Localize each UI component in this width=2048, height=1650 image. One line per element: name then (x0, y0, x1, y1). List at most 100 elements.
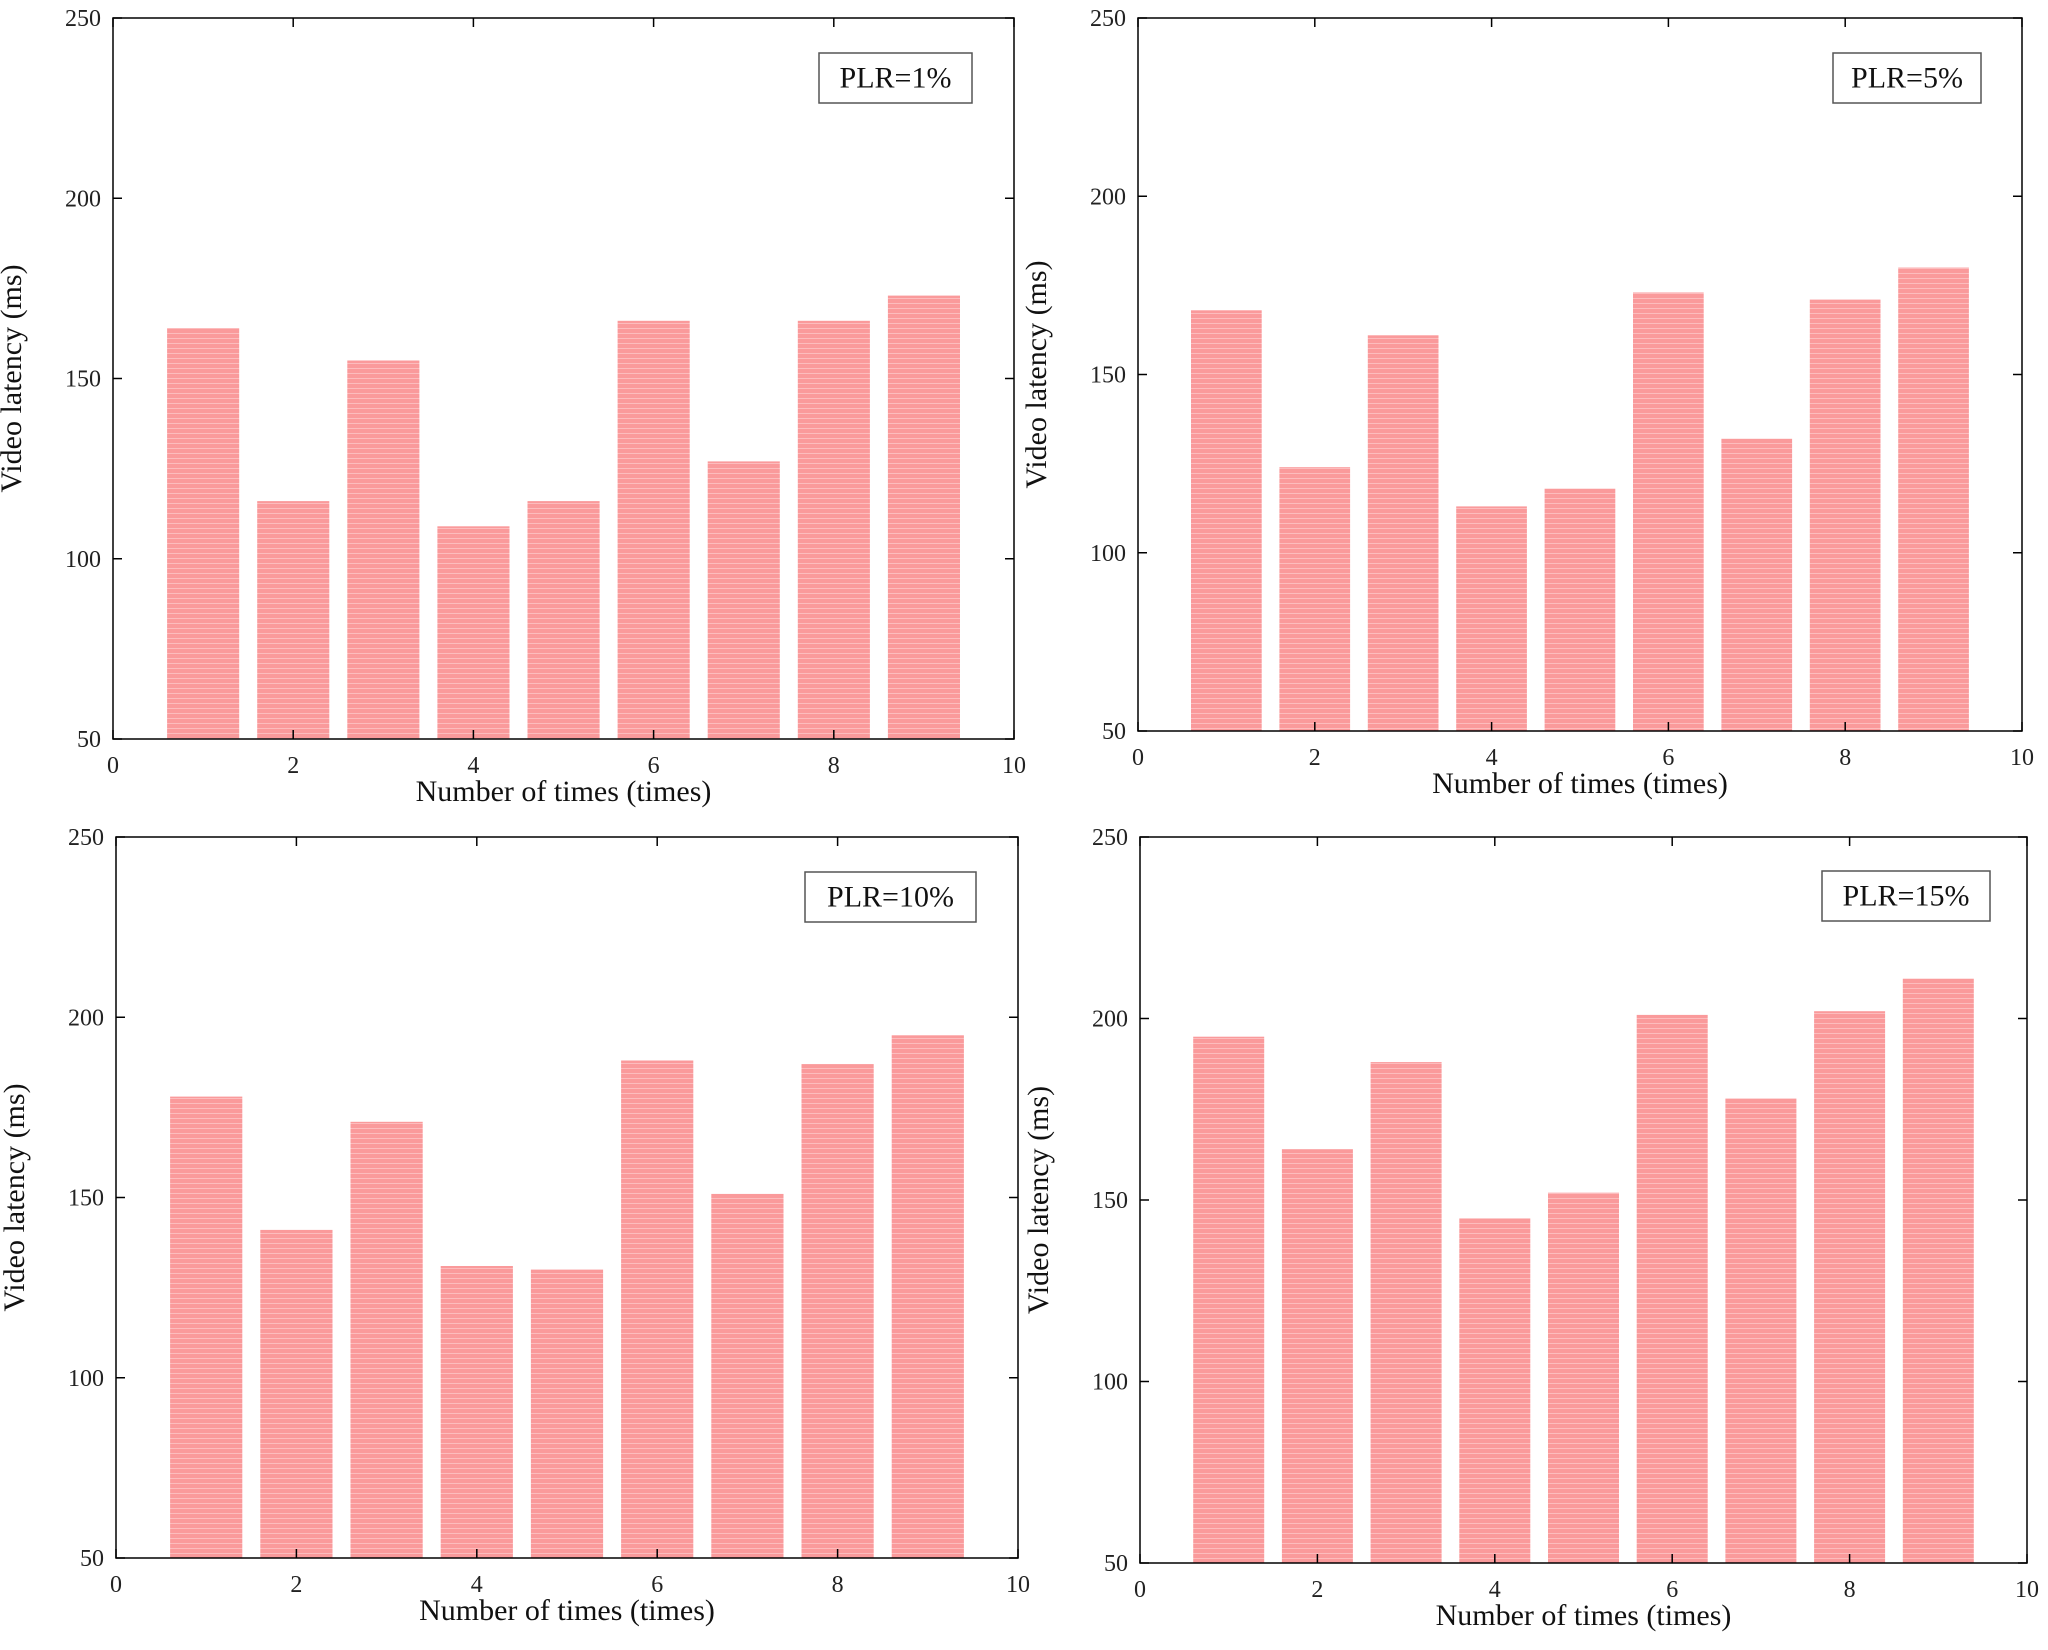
bar (260, 1229, 333, 1558)
y-axis-title: Video latency (ms) (0, 264, 28, 492)
bar (1367, 335, 1439, 731)
x-tick-label: 6 (651, 1572, 663, 1598)
x-tick-label: 10 (1006, 1572, 1030, 1598)
x-tick-label: 6 (1662, 745, 1674, 771)
x-tick-label: 8 (832, 1572, 844, 1598)
y-tick-label: 250 (1090, 6, 1126, 32)
y-tick-label: 50 (1102, 719, 1126, 745)
bar (617, 320, 690, 739)
legend-label: PLR=15% (1843, 880, 1970, 913)
bar (1725, 1098, 1797, 1563)
x-tick-label: 4 (467, 753, 479, 779)
bar (801, 1064, 874, 1558)
bar (797, 320, 870, 739)
bar (1902, 978, 1974, 1563)
chart-panel-plr-10: 0 2 4 6 8 10 50 100 150 200 250 PLR=10% Number of … (0, 825, 1030, 1627)
bar (1636, 1014, 1708, 1563)
y-tick-label: 150 (1092, 1188, 1128, 1214)
y-axis-title: Video latency (ms) (0, 1083, 31, 1311)
x-tick-label: 10 (1002, 753, 1026, 779)
legend-box: PLR=15% (1821, 870, 1991, 922)
bar (170, 1096, 243, 1558)
plot-area: 0 2 4 6 8 10 50 100 150 200 250 (1092, 825, 2039, 1603)
bar (530, 1269, 604, 1558)
bar (711, 1193, 784, 1558)
x-tick-label: 0 (110, 1572, 122, 1598)
x-tick-label: 4 (1486, 745, 1498, 771)
y-tick-label: 200 (1090, 184, 1126, 210)
bar (1370, 1062, 1442, 1563)
y-tick-label: 150 (65, 367, 101, 393)
x-axis-title: Number of times (times) (1436, 1599, 1732, 1632)
x-tick-label: 2 (1309, 745, 1321, 771)
bar (1721, 438, 1793, 731)
y-tick-label: 150 (68, 1186, 104, 1212)
x-tick-label: 2 (287, 753, 299, 779)
legend-box: PLR=5% (1832, 52, 1982, 104)
chart-panel-plr-15: 0 2 4 6 8 10 50 100 150 200 250 PLR=15% Number of … (1022, 825, 2039, 1632)
y-tick-label: 150 (1090, 363, 1126, 389)
y-tick-label: 100 (1090, 541, 1126, 567)
x-tick-label: 8 (828, 753, 840, 779)
legend-box: PLR=1% (818, 52, 973, 104)
bar (1459, 1218, 1531, 1563)
y-tick-label: 200 (65, 186, 101, 212)
y-tick-label: 50 (77, 727, 101, 753)
y-tick-label: 50 (1104, 1551, 1128, 1577)
bar (347, 360, 420, 739)
x-tick-label: 4 (471, 1572, 483, 1598)
y-axis-title: Video latency (ms) (1020, 260, 1053, 488)
y-tick-label: 50 (80, 1546, 104, 1572)
bar (167, 328, 240, 739)
x-tick-label: 0 (1134, 1577, 1146, 1603)
bar (440, 1266, 513, 1558)
x-tick-label: 10 (2015, 1577, 2039, 1603)
bar (1544, 488, 1616, 731)
bar (1809, 299, 1881, 731)
plot-area: 0 2 4 6 8 10 50 100 150 200 250 (1090, 6, 2034, 771)
legend-box: PLR=10% (804, 871, 977, 923)
bar (1814, 1011, 1886, 1563)
x-tick-label: 0 (107, 753, 119, 779)
y-tick-label: 100 (1092, 1370, 1128, 1396)
x-tick-label: 8 (1839, 745, 1851, 771)
x-axis-title: Number of times (times) (1432, 767, 1728, 800)
plot-area: 0 2 4 6 8 10 50 100 150 200 250 (68, 825, 1030, 1598)
bar (1898, 267, 1969, 731)
legend-label: PLR=1% (840, 62, 952, 95)
x-tick-label: 6 (1666, 1577, 1678, 1603)
chart-panel-plr-5: 0 2 4 6 8 10 50 100 150 200 250 PLR=5% Number of t… (1020, 6, 2034, 800)
bar (1279, 467, 1351, 731)
y-tick-label: 200 (1092, 1007, 1128, 1033)
x-tick-label: 0 (1132, 745, 1144, 771)
x-tick-label: 2 (1311, 1577, 1323, 1603)
bar (891, 1035, 964, 1558)
y-axis-title: Video latency (ms) (1022, 1086, 1055, 1314)
x-tick-label: 6 (648, 753, 660, 779)
bar (707, 461, 780, 739)
legend-frame (1821, 870, 1991, 922)
bar (1193, 1036, 1265, 1563)
bar (621, 1060, 694, 1558)
y-tick-label: 100 (65, 547, 101, 573)
plot-area: 0 2 4 6 8 10 50 100 150 200 250 (65, 6, 1026, 779)
x-tick-label: 8 (1844, 1577, 1856, 1603)
x-tick-label: 4 (1489, 1577, 1501, 1603)
bar (1633, 292, 1704, 731)
bar (1548, 1192, 1619, 1563)
legend-frame (1832, 52, 1982, 104)
bar (257, 501, 330, 739)
y-tick-label: 250 (1092, 825, 1128, 851)
y-tick-label: 250 (65, 6, 101, 32)
legend-frame (818, 52, 973, 104)
bar (887, 295, 960, 739)
bar (437, 526, 510, 739)
bar (350, 1121, 423, 1558)
x-tick-label: 10 (2010, 745, 2034, 771)
bar (527, 501, 600, 739)
y-tick-label: 100 (68, 1366, 104, 1392)
x-axis-title: Number of times (times) (416, 775, 712, 808)
bar (1281, 1149, 1353, 1563)
legend-frame (804, 871, 977, 923)
